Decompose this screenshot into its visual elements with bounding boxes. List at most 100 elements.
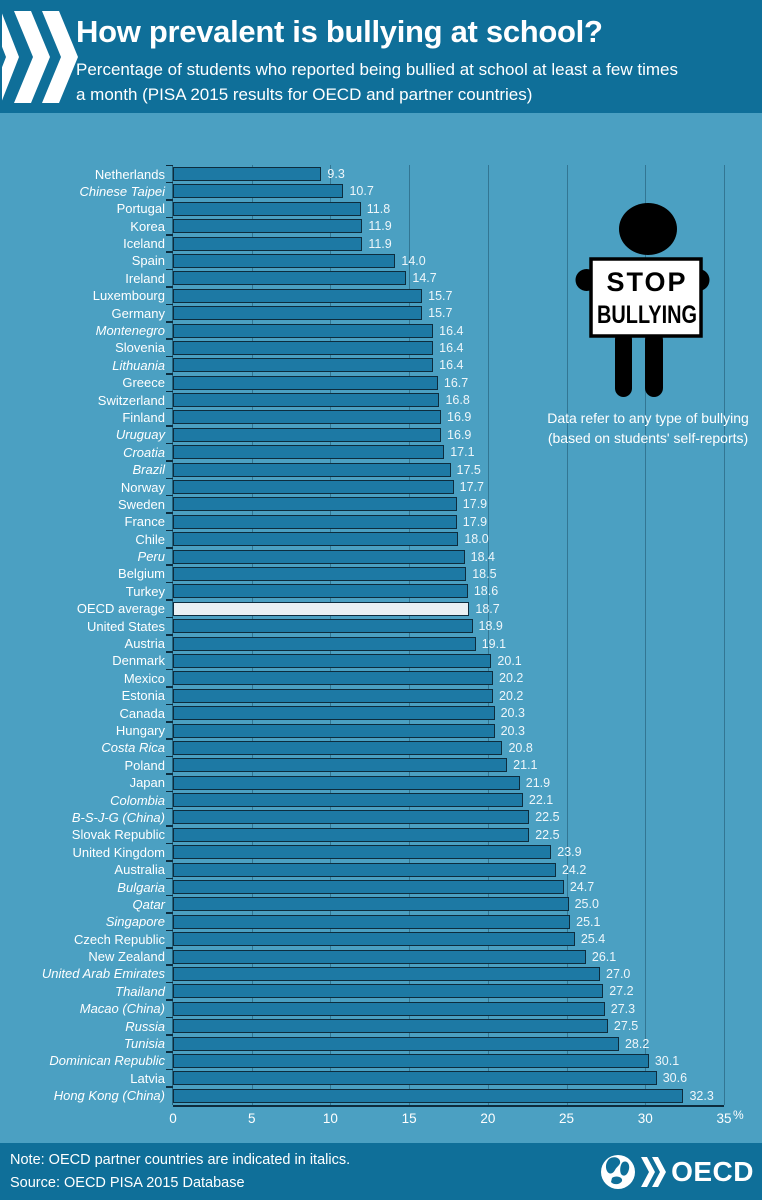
country-bar [173, 201, 361, 216]
country-bar [173, 740, 503, 755]
chart-row: Slovenia 16.4 [0, 338, 762, 356]
category-tick [166, 216, 173, 219]
footer-notes: Note: OECD partner countries are indicat… [10, 1149, 350, 1195]
country-label: Peru [137, 549, 165, 565]
category-tick [166, 529, 173, 532]
country-label: Macao (China) [79, 1001, 165, 1017]
category-tick [166, 251, 173, 253]
category-tick [166, 234, 173, 236]
country-label: Brazil [132, 462, 165, 478]
chart-row: Korea 11.9 [0, 216, 762, 234]
category-tick [166, 338, 173, 340]
category-tick [166, 947, 173, 949]
country-label: Switzerland [97, 392, 165, 408]
category-tick [166, 1034, 173, 1036]
country-label: Latvia [130, 1070, 165, 1086]
country-label: Portugal [116, 201, 165, 217]
chart-row: Mexico 20.2 [0, 668, 762, 686]
category-tick [166, 199, 173, 201]
country-label: Sweden [118, 496, 165, 512]
value-label: 11.9 [368, 236, 392, 251]
country-bar [173, 758, 508, 773]
value-label: 32.3 [689, 1088, 714, 1103]
country-label: France [124, 514, 165, 530]
value-label: 18.0 [464, 532, 489, 547]
country-bar [173, 271, 407, 286]
x-axis-tick: 10 [322, 1111, 338, 1126]
country-label: Dominican Republic [49, 1053, 165, 1069]
country-bar [173, 897, 569, 912]
oecd-logo-chevrons-icon [641, 1157, 667, 1187]
country-label: Denmark [112, 653, 165, 669]
country-bar [173, 671, 493, 686]
category-tick [166, 1051, 173, 1053]
value-label: 30.6 [662, 1071, 688, 1086]
value-label: 27.2 [609, 984, 634, 999]
chart-row: Chinese Taipei 10.7 [0, 181, 762, 199]
value-label: 18.9 [478, 619, 503, 634]
value-label: 20.8 [508, 740, 533, 755]
category-tick [166, 164, 173, 166]
category-tick [166, 634, 173, 636]
value-label: 25.4 [580, 932, 606, 947]
country-bar [173, 793, 523, 808]
value-label: 16.4 [439, 323, 464, 338]
value-label: 17.1 [450, 445, 475, 460]
country-label: United States [86, 618, 165, 634]
value-label: 22.5 [535, 827, 560, 842]
category-tick [166, 1016, 173, 1019]
value-label: 16.4 [439, 340, 464, 355]
x-axis-tick: 30 [637, 1111, 653, 1126]
oecd-chevrons-icon [2, 11, 78, 103]
country-bar [173, 358, 434, 373]
country-label: Lithuania [112, 357, 165, 373]
country-bar [173, 497, 457, 512]
chart-row: Portugal 11.8 [0, 199, 762, 217]
value-label: 25.0 [574, 897, 599, 912]
category-tick [166, 894, 173, 897]
value-label: 24.2 [561, 862, 587, 877]
category-tick [166, 721, 173, 723]
value-label: 10.7 [349, 184, 374, 199]
country-label: Thailand [115, 983, 165, 999]
chart-row: Ireland 14.7 [0, 268, 762, 286]
value-label: 20.2 [499, 671, 524, 686]
chart-row: New Zealand 26.1 [0, 947, 762, 965]
value-label: 23.9 [557, 845, 582, 860]
category-tick [166, 373, 173, 375]
country-label: Austria [124, 636, 165, 652]
category-tick [166, 512, 173, 514]
category-tick [166, 651, 173, 653]
category-tick [166, 842, 173, 845]
country-bar [173, 184, 344, 199]
country-bar [173, 810, 530, 825]
category-tick [166, 442, 173, 445]
value-label: 18.4 [470, 549, 495, 564]
category-tick [166, 181, 173, 184]
gridline [330, 165, 332, 1105]
country-label: Qatar [132, 896, 165, 912]
figure-head [619, 203, 677, 255]
data-note: Data refer to any type of bullying (base… [528, 408, 762, 448]
chart-row: Norway 17.7 [0, 477, 762, 495]
country-bar [173, 410, 442, 425]
oecd-logo: OECD [599, 1153, 754, 1191]
country-label: Colombia [110, 792, 165, 808]
category-tick [166, 494, 173, 497]
chart-row: Thailand 27.2 [0, 981, 762, 999]
oecd-globe-icon [601, 1155, 636, 1189]
chart-row: Montenegro 16.4 [0, 321, 762, 339]
category-tick [166, 703, 173, 706]
country-label: Greece [122, 375, 165, 391]
gridline [645, 165, 647, 1105]
category-tick [166, 477, 173, 480]
category-tick [166, 668, 173, 671]
value-label: 16.8 [445, 393, 470, 408]
country-bar [173, 688, 493, 703]
value-label: 18.5 [472, 566, 497, 581]
category-tick [166, 616, 173, 619]
country-label: Russia [125, 1018, 165, 1034]
category-tick [166, 929, 173, 932]
category-tick [166, 460, 173, 462]
chart-row: Iceland 11.9 [0, 234, 762, 252]
